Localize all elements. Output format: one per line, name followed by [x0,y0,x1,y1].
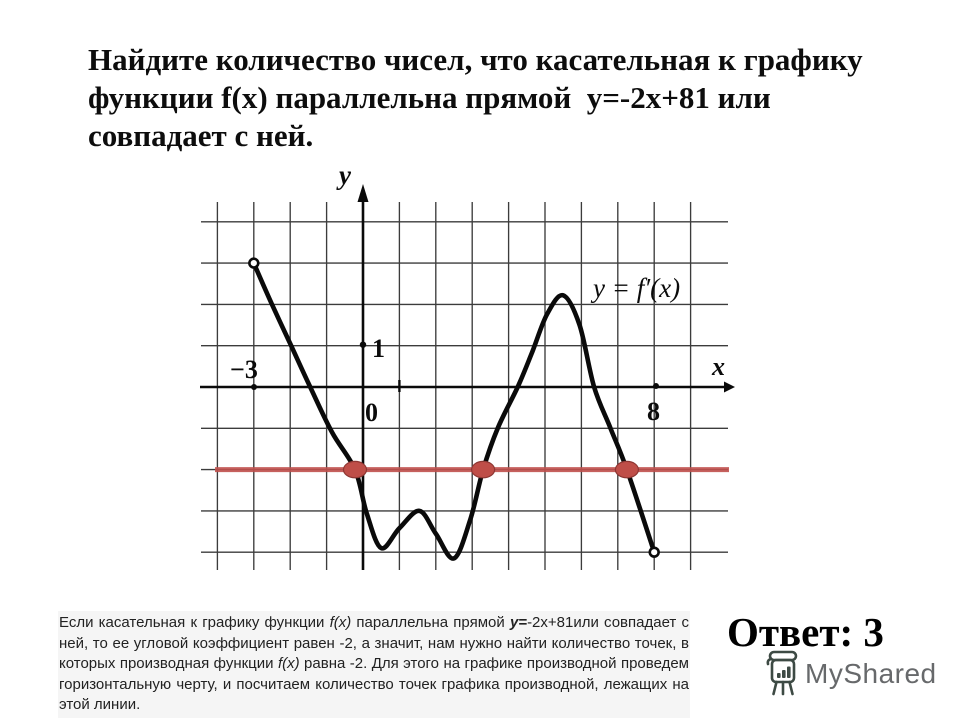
title-line: Найдите количество чисел, что касательна… [88,42,863,77]
derivative-graph-svg: y x 1 0 −3 8 y = f′(x) [200,160,735,570]
svg-text:y: y [336,160,352,190]
problem-title: Найдите количество чисел, что касательна… [88,41,908,155]
svg-text:−3: −3 [230,355,258,384]
explanation-text: Если касательная к графику функции f(x) … [58,611,690,718]
svg-text:y = f′(x): y = f′(x) [590,273,680,303]
title-line: совпадает с ней. [88,118,314,153]
title-line: функции f(x) параллельна прямой y=-2x+81… [88,80,771,115]
svg-text:1: 1 [372,334,385,363]
myshared-logo: MyShared [764,649,937,697]
svg-text:8: 8 [647,397,660,426]
svg-text:x: x [711,352,725,381]
logo-text: MyShared [805,658,937,689]
derivative-graph: y x 1 0 −3 8 y = f′(x) [185,158,745,588]
answer-text: Ответ: 3 [727,609,884,655]
svg-text:0: 0 [365,398,378,427]
presentation-easel-icon [766,650,798,696]
